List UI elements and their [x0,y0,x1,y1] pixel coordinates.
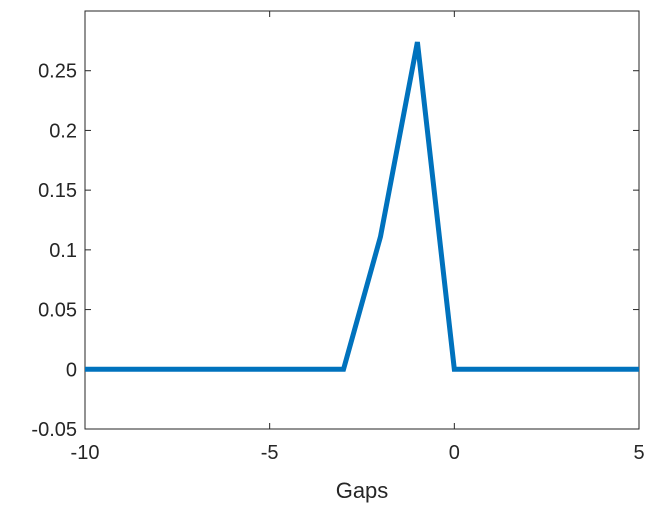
y-tick-label: 0 [66,359,77,381]
plot-area [84,10,640,430]
x-tick-label: 0 [449,442,460,464]
y-tick-label: -0.05 [31,419,77,441]
x-tick-label: 5 [633,442,644,464]
x-tick-label: -10 [71,442,100,464]
series-line [85,41,639,372]
y-tick-label: 0.2 [49,120,77,142]
y-tick-label: 0.05 [38,300,77,322]
x-tick-label: -5 [261,442,279,464]
x-axis-ticks: -10 -5 0 5 [71,11,645,464]
y-axis-ticks: -0.05 0 0.05 0.1 0.15 0.2 0.25 [31,61,639,441]
y-tick-label: 0.25 [38,61,77,83]
y-tick-label: 0.15 [38,180,77,202]
y-tick-label: 0.1 [49,240,77,262]
series-layer [85,41,639,372]
x-axis-label: Gaps [336,478,389,503]
